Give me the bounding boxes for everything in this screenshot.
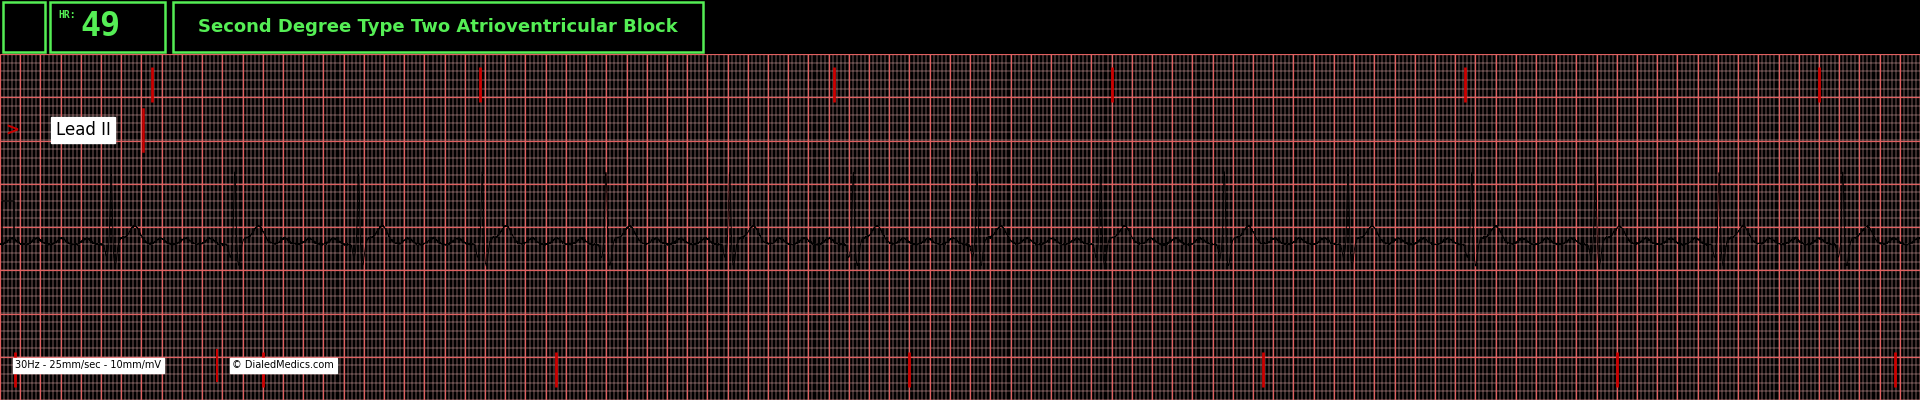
Text: HR:: HR: <box>58 10 75 20</box>
Text: Second Degree Type Two Atrioventricular Block: Second Degree Type Two Atrioventricular … <box>198 18 678 36</box>
Text: 49: 49 <box>81 10 121 43</box>
Text: >: > <box>6 121 19 139</box>
Text: 30Hz - 25mm/sec - 10mm/mV: 30Hz - 25mm/sec - 10mm/mV <box>15 360 161 370</box>
FancyBboxPatch shape <box>4 2 44 52</box>
Text: Lead II: Lead II <box>56 121 111 139</box>
Text: © DialedMedics.com: © DialedMedics.com <box>232 360 334 370</box>
FancyBboxPatch shape <box>173 2 703 52</box>
FancyBboxPatch shape <box>50 2 165 52</box>
